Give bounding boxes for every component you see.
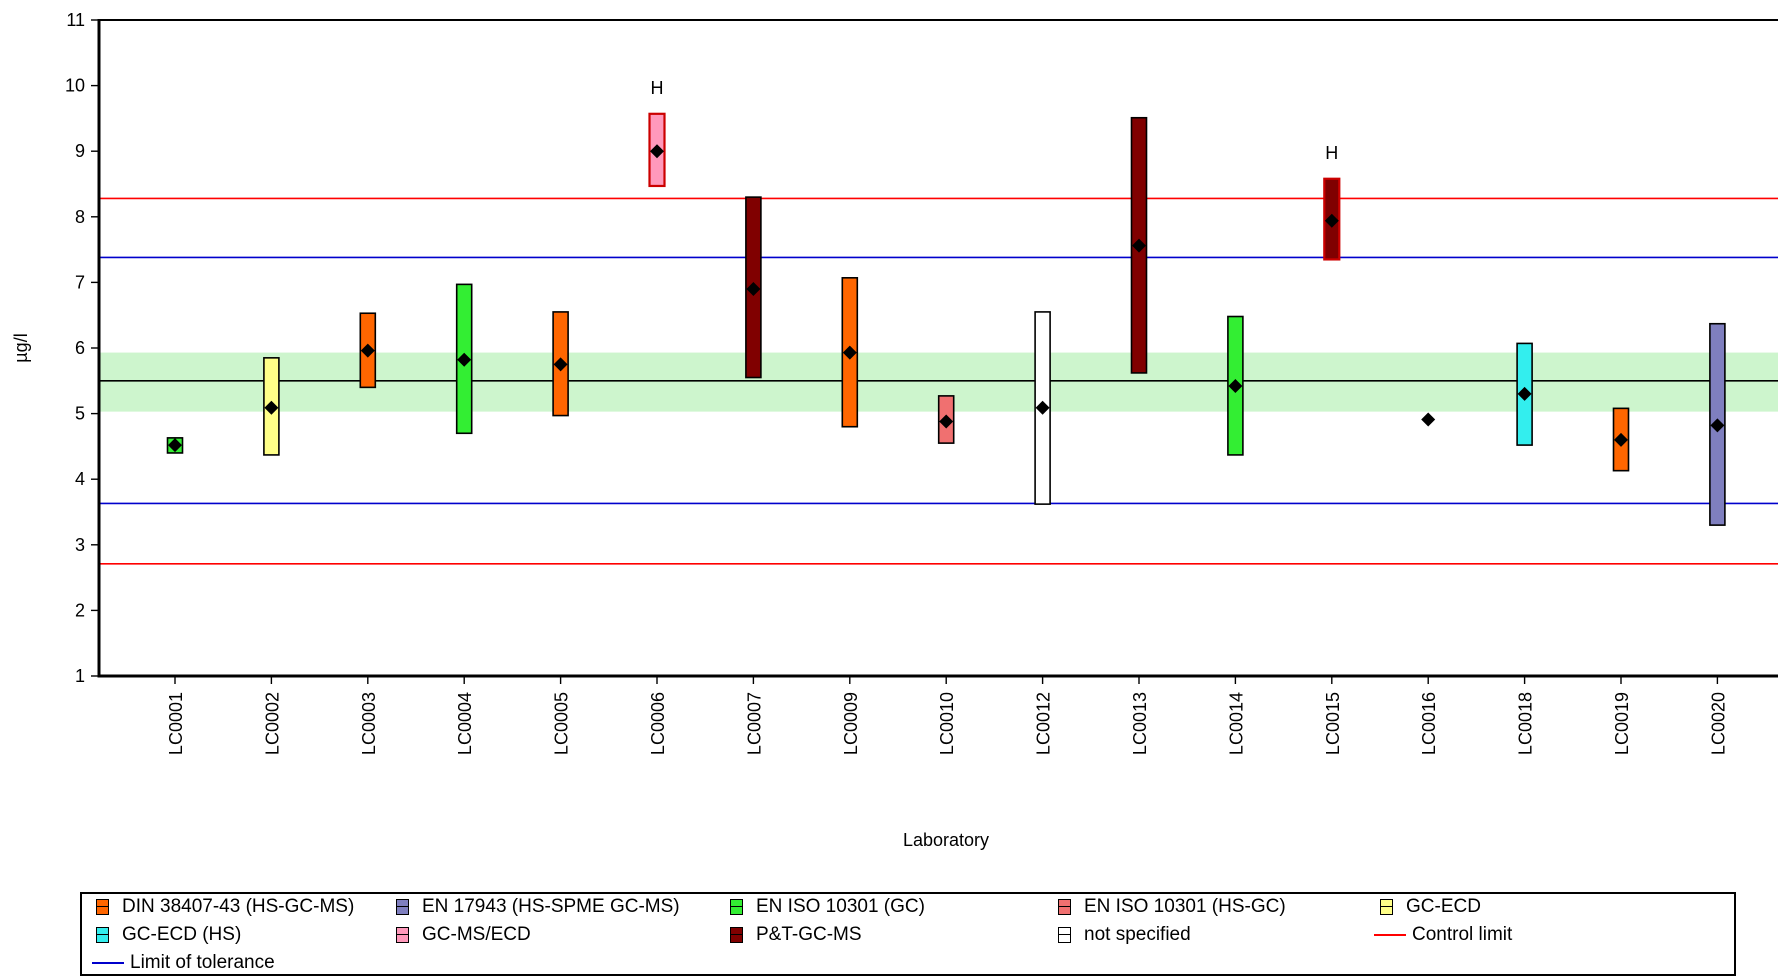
data-point xyxy=(1132,238,1146,253)
legend-line-sample xyxy=(1374,934,1406,936)
x-tick-label: LC0018 xyxy=(1516,692,1536,755)
y-tick-label: 10 xyxy=(65,76,85,96)
legend-swatch xyxy=(1380,899,1393,915)
legend-item: Limit of tolerance xyxy=(92,951,275,975)
y-tick-label: 1 xyxy=(75,666,85,686)
x-tick-label: LC0004 xyxy=(455,692,475,755)
legend-label: GC-MS/ECD xyxy=(422,924,531,945)
data-point xyxy=(1035,400,1050,415)
y-tick-label: 8 xyxy=(75,207,85,227)
data-point xyxy=(1324,213,1339,228)
legend-item: DIN 38407-43 (HS-GC-MS) xyxy=(96,895,354,919)
x-tick-label: LC0002 xyxy=(262,692,282,755)
data-point xyxy=(457,352,472,367)
x-tick-label: LC0012 xyxy=(1034,692,1054,755)
legend-label: DIN 38407-43 (HS-GC-MS) xyxy=(122,896,355,917)
data-point xyxy=(1614,432,1628,447)
data-points xyxy=(168,144,1725,453)
legend-swatch xyxy=(1058,899,1071,915)
data-point xyxy=(264,400,279,415)
legend-item: EN 17943 (HS-SPME GC-MS) xyxy=(396,895,680,919)
data-point xyxy=(650,144,664,159)
legend-label: EN ISO 10301 (HS-GC) xyxy=(1084,896,1286,917)
data-point xyxy=(553,357,568,372)
data-point xyxy=(939,414,954,429)
legend-item: GC-ECD xyxy=(1380,895,1481,919)
y-tick-label: 3 xyxy=(75,535,85,555)
x-tick-label: LC0007 xyxy=(744,692,764,755)
axes xyxy=(91,19,1778,684)
legend-swatch xyxy=(96,927,109,943)
data-point xyxy=(1710,418,1725,433)
x-axis-title: Laboratory xyxy=(903,830,989,850)
data-point xyxy=(360,343,375,358)
legend-swatch xyxy=(396,927,409,943)
y-tick-label: 9 xyxy=(75,141,85,161)
x-tick-label: LC0016 xyxy=(1419,692,1439,755)
data-point xyxy=(746,281,761,296)
x-tick-label: LC0001 xyxy=(166,692,186,755)
legend: DIN 38407-43 (HS-GC-MS) EN 17943 (HS-SPME… xyxy=(80,892,1736,976)
legend-swatch xyxy=(396,899,409,915)
legend-label: EN ISO 10301 (GC) xyxy=(756,896,925,917)
limit-lines-layer xyxy=(99,197,1778,565)
legend-label: P&T-GC-MS xyxy=(756,924,862,945)
legend-swatch xyxy=(1058,927,1071,943)
x-tick-label: LC0009 xyxy=(841,692,861,755)
x-tick-label: LC0015 xyxy=(1323,692,1343,755)
legend-item: Control limit xyxy=(1374,923,1512,947)
y-tick-label: 7 xyxy=(75,272,85,292)
legend-item: EN ISO 10301 (HS-GC) xyxy=(1058,895,1286,919)
legend-item: GC-MS/ECD xyxy=(396,923,531,947)
flag-label: H xyxy=(1325,143,1338,163)
x-tick-label: LC0019 xyxy=(1612,692,1632,755)
legend-line-sample xyxy=(92,962,124,964)
legend-label: not specified xyxy=(1084,924,1191,945)
legend-swatch xyxy=(96,899,109,915)
y-tick-label: 11 xyxy=(66,10,85,30)
labels: 1 2 3 4 5 6 7 8 9 10 11 LC0001 LC0002 LC0003 LC0004 LC0… xyxy=(65,10,1728,755)
legend-item: not specified xyxy=(1058,923,1191,947)
x-tick-label: LC0013 xyxy=(1130,692,1150,755)
legend-item: GC-ECD (HS) xyxy=(96,923,241,947)
legend-swatch xyxy=(730,927,743,943)
data-point xyxy=(1517,386,1532,401)
x-tick-label: LC0010 xyxy=(937,692,957,755)
data-point xyxy=(1421,412,1436,427)
y-tick-label: 4 xyxy=(75,469,85,489)
y-tick-label: 2 xyxy=(75,600,85,620)
x-tick-label: LC0014 xyxy=(1226,692,1246,755)
x-tick-label: LC0006 xyxy=(648,692,668,755)
legend-item: P&T-GC-MS xyxy=(730,923,862,947)
legend-label: Limit of tolerance xyxy=(130,952,275,973)
legend-label: GC-ECD xyxy=(1406,896,1481,917)
x-tick-label: LC0003 xyxy=(359,692,379,755)
y-tick-label: 5 xyxy=(75,404,85,424)
chart: 1 2 3 4 5 6 7 8 9 10 11 LC0001 LC0002 LC0003 LC0004 LC0… xyxy=(11,10,1778,850)
x-tick-label: LC0005 xyxy=(552,692,572,755)
flag-label: H xyxy=(651,78,664,98)
legend-label: Control limit xyxy=(1412,924,1513,945)
legend-label: EN 17943 (HS-SPME GC-MS) xyxy=(422,896,680,917)
legend-label: GC-ECD (HS) xyxy=(122,924,242,945)
legend-swatch xyxy=(730,899,743,915)
legend-item: EN ISO 10301 (GC) xyxy=(730,895,925,919)
y-axis-title: µg/l xyxy=(11,333,31,362)
x-tick-label: LC0020 xyxy=(1708,692,1728,755)
data-point xyxy=(168,438,182,453)
data-point xyxy=(842,345,857,360)
y-tick-label: 6 xyxy=(75,338,85,358)
uncertainty-bars xyxy=(166,112,1726,526)
data-point xyxy=(1228,379,1243,394)
